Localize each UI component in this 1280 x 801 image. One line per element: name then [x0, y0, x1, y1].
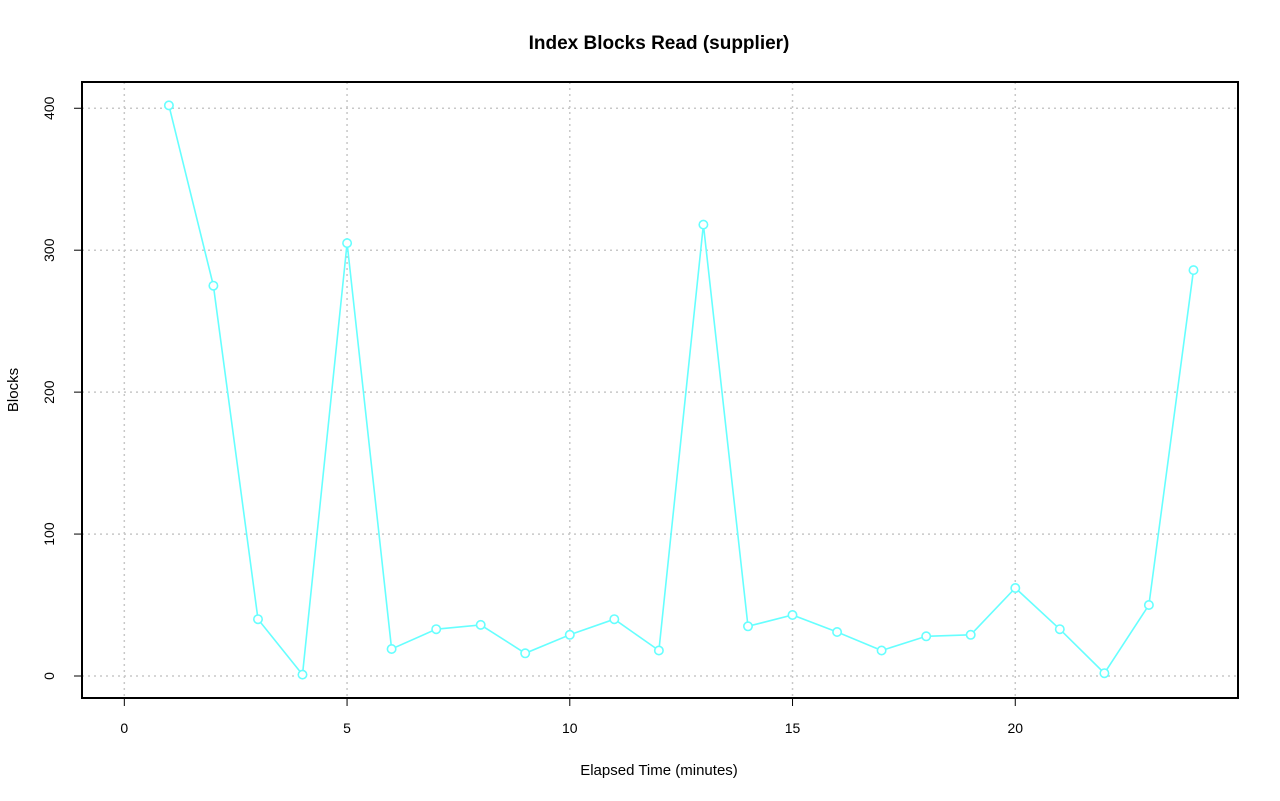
data-point — [1010, 582, 1021, 593]
y-tick-label: 300 — [41, 238, 57, 262]
chart-title: Index Blocks Read (supplier) — [529, 33, 790, 54]
data-point — [698, 219, 709, 230]
data-point — [1143, 599, 1154, 610]
data-point — [297, 669, 308, 680]
data-point — [253, 614, 264, 625]
x-tick-label: 0 — [120, 720, 128, 736]
data-point — [342, 238, 353, 249]
y-axis: 0 100 200 300 400 — [41, 96, 83, 680]
data-point — [876, 645, 887, 656]
data-point — [921, 631, 932, 642]
data-point — [520, 648, 531, 659]
y-tick-label: 200 — [41, 380, 57, 404]
data-point — [431, 624, 442, 635]
data-point — [163, 100, 174, 111]
data-point — [965, 629, 976, 640]
data-point — [1099, 668, 1110, 679]
data-point — [653, 645, 664, 656]
data-point — [564, 629, 575, 640]
data-point — [475, 619, 486, 630]
y-axis-label: Blocks — [5, 368, 22, 412]
data-point — [1054, 624, 1065, 635]
data-point — [832, 626, 843, 637]
x-axis: 0 5 10 15 20 — [120, 697, 1023, 736]
series-line — [168, 105, 1195, 677]
data-point — [609, 614, 620, 625]
x-tick-label: 20 — [1007, 720, 1023, 736]
x-axis-label: Elapsed Time (minutes) — [580, 762, 738, 779]
series-layer — [163, 100, 1199, 680]
y-tick-label: 400 — [41, 96, 57, 120]
y-tick-label: 100 — [41, 522, 57, 546]
data-point — [1188, 265, 1199, 276]
x-tick-label: 10 — [562, 720, 578, 736]
data-point — [208, 280, 219, 291]
y-tick-label: 0 — [41, 672, 57, 680]
grid — [82, 82, 1238, 698]
x-tick-label: 5 — [343, 720, 351, 736]
data-point — [787, 609, 798, 620]
data-point — [386, 643, 397, 654]
x-tick-label: 15 — [785, 720, 801, 736]
data-point — [742, 621, 753, 632]
